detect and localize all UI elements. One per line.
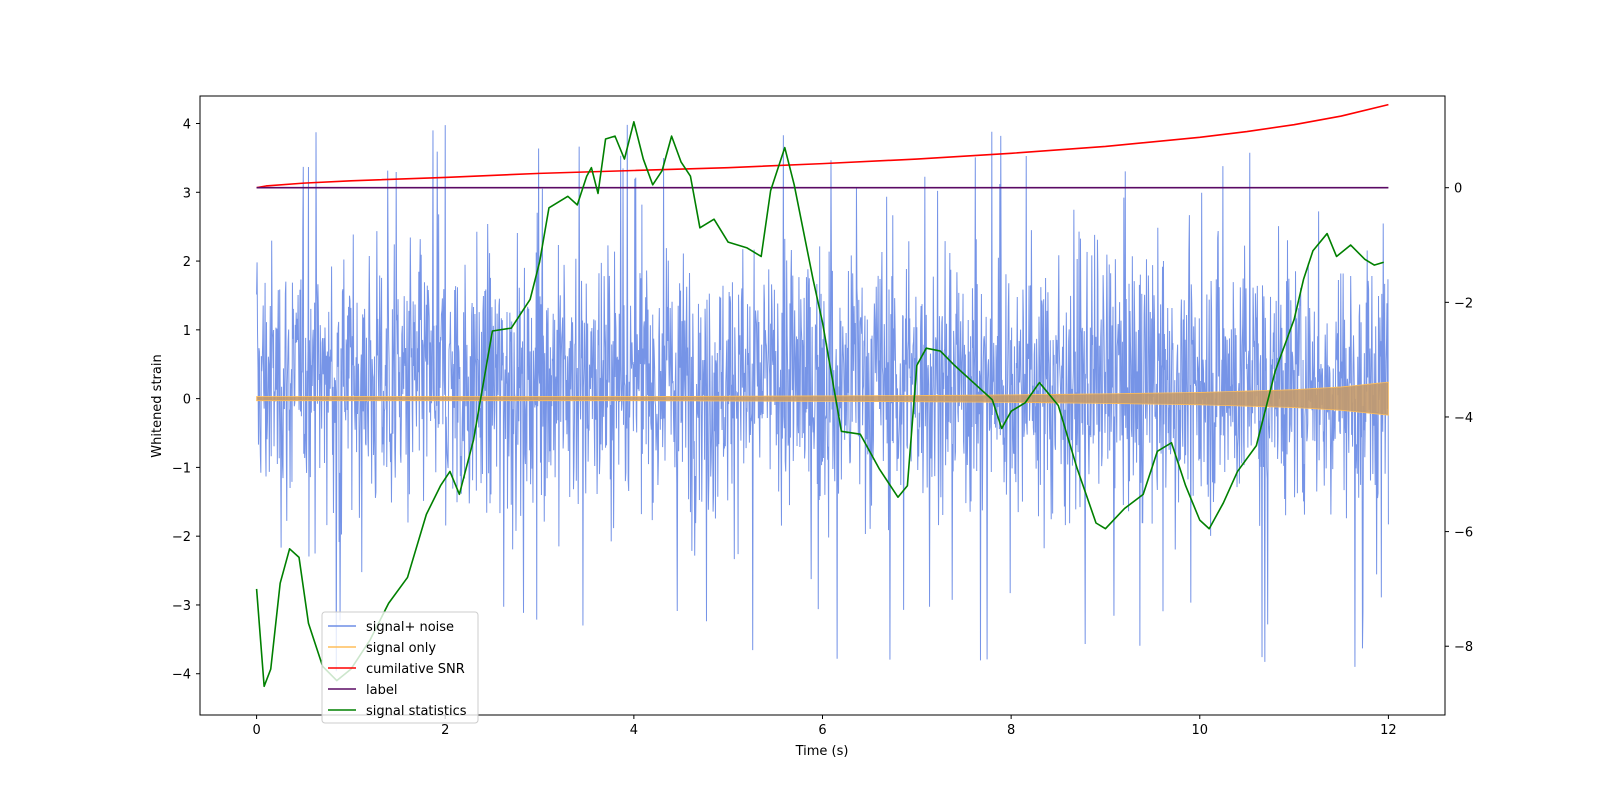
y-tick-label: −4	[172, 668, 191, 683]
signal-statistics-line	[255, 120, 1384, 688]
signal-noise-line	[256, 124, 1389, 672]
y2-tick-label: −6	[1454, 526, 1473, 541]
y-tick-label: −2	[172, 530, 191, 545]
y2-tick-label: 0	[1454, 182, 1462, 197]
left-y-axis-ticks: −4 −3 −2 −1 0 1 2 3 4	[172, 118, 200, 683]
y-tick-label: 4	[183, 118, 191, 133]
x-tick-label: 0	[252, 723, 260, 738]
y-axis-label: Whitened strain	[150, 354, 165, 457]
right-y-axis-ticks: −8 −6 −4 −2 0	[1445, 182, 1473, 655]
signal-noise-series	[256, 124, 1389, 672]
x-axis-label: Time (s)	[795, 744, 849, 759]
legend: signal+ noise signal only cumilative SNR…	[321, 611, 479, 724]
cumulative-snr-line	[256, 103, 1389, 189]
plot-area	[255, 103, 1389, 688]
x-tick-label: 10	[1191, 723, 1208, 738]
y-tick-label: −3	[172, 599, 191, 614]
legend-label-signal-statistics: signal statistics	[366, 704, 467, 719]
y-tick-label: −1	[172, 461, 191, 476]
x-tick-label: 6	[818, 723, 826, 738]
x-tick-label: 4	[630, 723, 638, 738]
x-axis-ticks: 0 2 4 6 8 10 12	[252, 715, 1397, 738]
x-tick-label: 2	[441, 723, 449, 738]
legend-label-signal-noise: signal+ noise	[366, 620, 454, 635]
right-axis-series	[255, 103, 1389, 688]
signal-only-series	[256, 381, 1389, 416]
legend-label-cumulative-snr: cumilative SNR	[366, 662, 465, 677]
y2-tick-label: −2	[1454, 296, 1473, 311]
y-tick-label: 1	[183, 324, 191, 339]
y2-tick-label: −4	[1454, 411, 1473, 426]
legend-label-label: label	[366, 683, 397, 698]
x-tick-label: 8	[1007, 723, 1015, 738]
y-tick-label: 0	[183, 393, 191, 408]
legend-box	[321, 611, 479, 724]
x-tick-label: 12	[1380, 723, 1397, 738]
signal-only-band	[256, 381, 1389, 416]
legend-label-signal-only: signal only	[366, 641, 436, 656]
y2-tick-label: −8	[1454, 640, 1473, 655]
y-tick-label: 2	[183, 255, 191, 270]
y-tick-label: 3	[183, 186, 191, 201]
